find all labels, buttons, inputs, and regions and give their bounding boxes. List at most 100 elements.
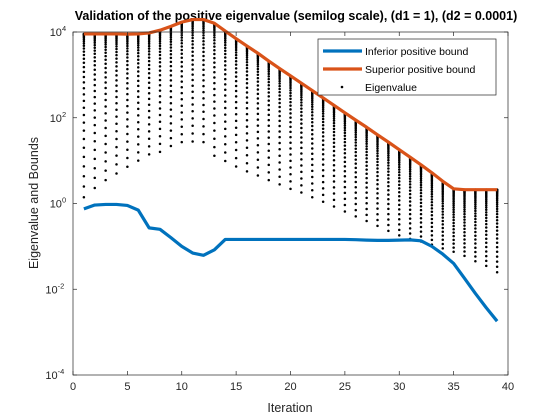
eigenvalue-point — [365, 181, 368, 185]
eigenvalue-point — [93, 166, 96, 170]
eigenvalue-point — [224, 68, 227, 71]
eigenvalue-point — [463, 200, 466, 203]
eigenvalue-point — [267, 68, 270, 71]
eigenvalue-point — [115, 129, 118, 133]
eigenvalue-point — [115, 61, 118, 64]
eigenvalue-point — [202, 90, 205, 94]
eigenvalue-point — [354, 180, 357, 184]
eigenvalue-point — [365, 191, 368, 194]
eigenvalue-point — [180, 45, 183, 48]
eigenvalue-point — [202, 132, 205, 136]
eigenvalue-point — [311, 117, 314, 120]
eigenvalue-point — [321, 193, 325, 197]
eigenvalue-point — [191, 43, 194, 46]
eigenvalue-point — [419, 173, 423, 176]
eigenvalue-point — [495, 197, 499, 200]
eigenvalue-point — [267, 77, 270, 81]
eigenvalue-point — [126, 56, 129, 59]
eigenvalue-point — [169, 64, 173, 68]
eigenvalue-point — [256, 112, 260, 116]
eigenvalue-point — [234, 79, 238, 83]
eigenvalue-point — [158, 42, 162, 45]
eigenvalue-point — [419, 177, 423, 180]
eigenvalue-point — [474, 217, 477, 221]
eigenvalue-point — [332, 192, 336, 195]
eigenvalue-point — [115, 79, 118, 82]
eigenvalue-point — [376, 141, 379, 145]
eigenvalue-point — [495, 199, 499, 202]
eigenvalue-point — [376, 170, 379, 174]
eigenvalue-point — [485, 222, 488, 226]
eigenvalue-point — [191, 78, 194, 82]
eigenvalue-point — [300, 177, 303, 180]
eigenvalue-point — [104, 86, 107, 90]
eigenvalue-point — [234, 46, 238, 50]
eigenvalue-point — [224, 88, 227, 92]
eigenvalue-point — [158, 65, 162, 68]
eigenvalue-point — [104, 45, 107, 49]
eigenvalue-point — [332, 117, 336, 120]
eigenvalue-point — [398, 171, 401, 174]
eigenvalue-point — [202, 50, 205, 54]
eigenvalue-point — [93, 52, 96, 56]
eigenvalue-point — [441, 213, 444, 216]
eigenvalue-point — [234, 67, 238, 70]
eigenvalue-point — [452, 213, 455, 216]
eigenvalue-point — [213, 45, 216, 48]
eigenvalue-point — [474, 242, 477, 245]
eigenvalue-point — [278, 168, 281, 171]
eigenvalue-point — [147, 72, 151, 75]
eigenvalue-point — [224, 41, 227, 44]
eigenvalue-point — [93, 123, 96, 127]
eigenvalue-point — [267, 163, 270, 167]
eigenvalue-point — [365, 186, 368, 189]
eigenvalue-point — [93, 49, 96, 52]
eigenvalue-point — [485, 208, 488, 212]
eigenvalue-point — [343, 175, 347, 178]
eigenvalue-point — [408, 208, 412, 211]
eigenvalue-point — [104, 142, 107, 146]
eigenvalue-point — [213, 66, 216, 69]
eigenvalue-point — [430, 221, 434, 225]
eigenvalue-point — [169, 38, 173, 41]
eigenvalue-point — [408, 196, 412, 199]
eigenvalue-point — [245, 107, 249, 110]
eigenvalue-point — [485, 259, 488, 263]
eigenvalue-point — [430, 234, 434, 237]
eigenvalue-point — [441, 202, 444, 205]
eigenvalue-point — [376, 154, 379, 158]
y-axis-label: Eigenvalue and Bounds — [27, 137, 41, 269]
eigenvalue-point — [213, 154, 216, 157]
eigenvalue-point — [93, 131, 96, 135]
eigenvalue-point — [147, 63, 151, 67]
eigenvalue-point — [93, 109, 96, 112]
eigenvalue-point — [93, 89, 96, 93]
eigenvalue-point — [104, 92, 107, 96]
eigenvalue-point — [137, 159, 140, 162]
eigenvalue-point — [430, 190, 434, 193]
eigenvalue-point — [365, 196, 368, 200]
eigenvalue-point — [115, 74, 118, 77]
eigenvalue-point — [169, 69, 173, 72]
eigenvalue-point — [452, 250, 455, 253]
eigenvalue-point — [321, 127, 325, 130]
eigenvalue-point — [354, 150, 357, 154]
eigenvalue-point — [82, 65, 86, 69]
eigenvalue-point — [126, 63, 129, 67]
eigenvalue-point — [419, 175, 423, 178]
eigenvalue-point — [387, 164, 390, 167]
eigenvalue-point — [278, 154, 281, 157]
eigenvalue-point — [321, 148, 325, 151]
eigenvalue-point — [115, 163, 118, 166]
eigenvalue-point — [354, 202, 357, 206]
eigenvalue-point — [343, 148, 347, 151]
eigenvalue-point — [104, 160, 107, 163]
eigenvalue-point — [452, 246, 455, 249]
x-tick-label: 30 — [393, 381, 405, 393]
eigenvalue-point — [332, 163, 336, 167]
x-tick-label: 5 — [124, 381, 130, 393]
eigenvalue-point — [224, 106, 227, 110]
eigenvalue-point — [147, 53, 151, 56]
eigenvalue-point — [278, 101, 281, 105]
y-tick-base: 10 — [50, 113, 62, 125]
